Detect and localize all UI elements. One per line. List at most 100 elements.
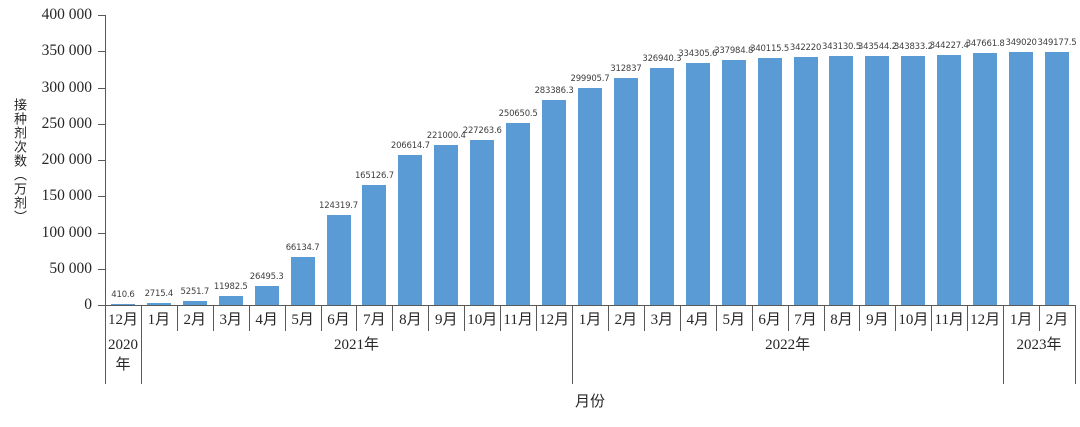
x-month-label: 8月: [399, 312, 422, 328]
bar: [326, 214, 351, 305]
bar: [362, 185, 387, 305]
month-separator: [895, 305, 897, 331]
month-separator: [679, 305, 681, 331]
bar: [685, 62, 710, 305]
bar-value-label: 165126.7: [354, 171, 394, 182]
x-month-label: 2月: [614, 312, 638, 328]
bar-value-label: 347661.8: [965, 38, 1005, 49]
x-month-label: 3月: [219, 312, 242, 328]
y-axis-title: 接种剂次数（万剂）: [12, 98, 27, 224]
y-tick-label: 300 000: [41, 78, 92, 96]
x-year-label: 2020年: [107, 337, 138, 373]
y-tick-label: 100 000: [41, 223, 92, 241]
x-month-label: 11月: [503, 312, 533, 328]
bar: [398, 155, 423, 305]
x-month-label: 5月: [722, 312, 745, 328]
bar-value-label: 343544.2: [857, 41, 897, 52]
bar-value-label: 11982.5: [213, 282, 248, 293]
bar-value-label: 250650.5: [498, 109, 538, 120]
x-month-label: 12月: [539, 312, 570, 328]
bar: [542, 99, 567, 305]
bar-value-label: 337984.8: [714, 45, 754, 56]
bar: [757, 58, 782, 305]
bar: [937, 55, 962, 305]
x-month-label: 9月: [435, 312, 458, 328]
x-month-label: 9月: [866, 312, 889, 328]
bar: [182, 301, 207, 305]
x-month-label: 12月: [970, 312, 1001, 328]
x-year-label: 2023年: [1016, 337, 1062, 353]
y-tick-label: 50 000: [49, 259, 92, 277]
bar: [973, 52, 998, 305]
year-separator: [1075, 305, 1076, 384]
y-tick-label: 150 000: [41, 187, 92, 205]
x-month-label: 7月: [794, 312, 817, 328]
x-year-label: 2022年: [765, 337, 811, 353]
x-month-label: 11月: [934, 312, 964, 328]
x-month-label: 3月: [650, 312, 674, 328]
bar-value-label: 410.6: [111, 290, 135, 300]
x-month-label: 12月: [107, 312, 138, 328]
y-tick: [98, 15, 105, 16]
month-separator: [751, 305, 753, 331]
bar: [901, 55, 926, 305]
bar: [506, 123, 531, 305]
y-tick-label: 0: [84, 296, 92, 313]
month-separator: [212, 305, 214, 331]
bar: [829, 56, 854, 305]
year-separator: [1003, 305, 1005, 384]
year-separator: [572, 305, 574, 384]
month-separator: [607, 305, 609, 331]
y-tick: [98, 196, 105, 198]
x-year-label: 2021年: [333, 337, 379, 353]
bar-value-label: 283386.3: [534, 85, 574, 96]
x-month-label: 1月: [147, 312, 171, 328]
bar-value-label: 26495.3: [249, 271, 284, 282]
bar: [649, 67, 674, 305]
month-separator: [428, 305, 430, 331]
x-month-label: 1月: [578, 312, 602, 328]
y-tick: [98, 51, 105, 53]
year-separator: [140, 305, 142, 384]
month-separator: [931, 305, 933, 331]
month-separator: [787, 305, 789, 331]
month-separator: [356, 305, 358, 331]
bar: [146, 303, 171, 305]
x-month-label: 4月: [686, 312, 710, 328]
x-month-label: 2月: [183, 312, 207, 328]
x-axis-line: [105, 305, 1076, 306]
x-month-label: 7月: [363, 312, 386, 328]
bar: [793, 56, 818, 305]
bar: [721, 59, 746, 305]
bar-value-label: 326940.3: [642, 53, 682, 64]
y-tick: [98, 305, 105, 306]
month-separator: [643, 305, 645, 331]
month-separator: [320, 305, 322, 331]
month-separator: [284, 305, 286, 331]
bar-value-label: 227263.6: [462, 126, 502, 137]
bar-value-label: 124319.7: [319, 200, 358, 211]
y-tick: [98, 87, 105, 89]
x-month-label: 6月: [327, 312, 350, 328]
y-tick-label: 250 000: [41, 114, 92, 132]
bar-value-label: 299905.7: [570, 73, 610, 84]
x-month-label: 2月: [1045, 312, 1069, 328]
bar: [470, 140, 495, 305]
y-tick: [98, 123, 105, 125]
month-separator: [536, 305, 538, 331]
y-tick-label: 350 000: [41, 42, 92, 60]
x-month-label: 8月: [830, 312, 853, 328]
month-separator: [859, 305, 861, 331]
x-month-label: 10月: [898, 312, 929, 328]
y-tick-label: 400 000: [41, 6, 92, 23]
bar: [865, 55, 890, 305]
bar-value-label: 340115.5: [750, 44, 790, 55]
bar-value-label: 206614.7: [390, 141, 430, 152]
month-separator: [823, 305, 825, 331]
bar-value-label: 343833.2: [893, 41, 933, 52]
y-axis-line: [105, 15, 106, 306]
y-tick: [98, 232, 105, 234]
month-separator: [715, 305, 717, 331]
